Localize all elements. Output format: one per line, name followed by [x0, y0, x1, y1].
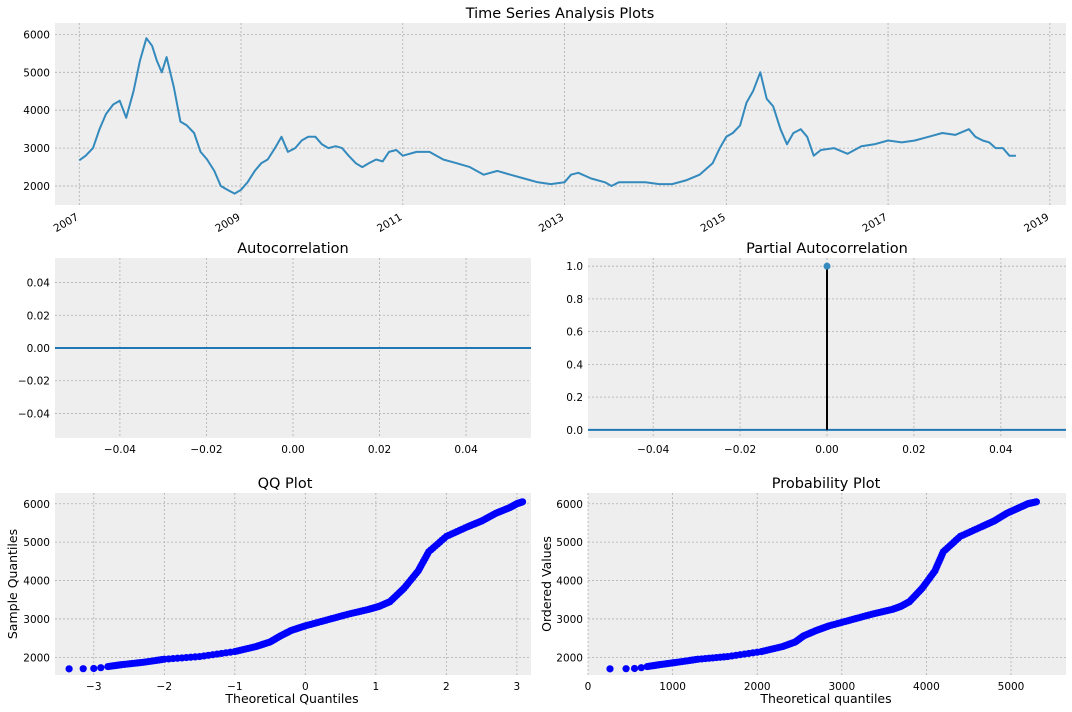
x-tick-label: 1000	[659, 681, 686, 693]
y-tick-label: −0.02	[18, 376, 50, 388]
data-point	[637, 664, 645, 672]
time-series-plot-area	[55, 23, 1066, 205]
y-tick-label: 4000	[23, 576, 50, 588]
y-tick-label: 0.02	[27, 310, 50, 322]
time-series-panel: 2007 2009 2011 2013 2015 2017 2019 2000 3000 4000…	[23, 6, 1066, 235]
y-tick-label: 5000	[556, 537, 583, 549]
data-point	[622, 665, 630, 673]
y-tick-label: 4000	[23, 105, 50, 117]
x-tick-label: 0.04	[454, 444, 478, 456]
y-tick-label: 3000	[556, 614, 583, 626]
data-point	[90, 664, 98, 673]
x-tick-label: 0.02	[902, 444, 925, 456]
x-tick-label: 2	[443, 681, 450, 693]
y-tick-label: 2000	[23, 652, 50, 664]
probability-x-axis-label: Theoretical quantiles	[759, 691, 891, 706]
x-tick-label: 1	[373, 681, 380, 693]
qq-gridlines	[55, 493, 531, 675]
x-tick-label: 0	[302, 681, 309, 693]
y-tick-label: 5000	[23, 67, 50, 79]
y-tick-label: 0.2	[566, 392, 583, 404]
y-tick-label: 0.00	[27, 343, 50, 355]
y-tick-label: 0.4	[566, 359, 583, 371]
time-series-line	[78, 37, 1016, 195]
y-tick-label: 5000	[23, 537, 50, 549]
data-point	[97, 664, 105, 672]
x-tick-label: 2007	[52, 211, 81, 235]
qq-tick-labels: −3 −2 −1 0 1 2 3 2000 3000 4000 5000 6000	[23, 499, 520, 693]
y-tick-label: 2000	[23, 181, 50, 193]
y-tick-label: −0.04	[18, 408, 50, 420]
autocorrelation-title: Autocorrelation	[237, 241, 348, 257]
data-point	[1032, 498, 1040, 506]
y-tick-label: 6000	[23, 499, 50, 511]
x-tick-label: 5000	[998, 681, 1025, 693]
x-tick-label: 2013	[537, 211, 566, 235]
x-tick-label: 2011	[375, 211, 404, 235]
x-tick-label: 2019	[1022, 211, 1051, 235]
x-tick-label: −1	[227, 681, 242, 693]
data-point	[606, 665, 614, 673]
probability-points	[606, 498, 1040, 673]
qq-plot-panel: −3 −2 −1 0 1 2 3 2000 3000 4000 5000 6000 QQ Plot T…	[5, 476, 531, 706]
x-tick-label: 2015	[699, 211, 728, 235]
x-tick-label: 2009	[213, 211, 242, 235]
qq-points	[65, 498, 527, 673]
data-point	[65, 665, 73, 673]
x-tick-label: −3	[86, 681, 101, 693]
x-tick-label: −2	[157, 681, 172, 693]
x-tick-label: 0.00	[281, 444, 304, 456]
x-tick-label: 0.04	[989, 444, 1013, 456]
probability-y-axis-label: Ordered Values	[539, 536, 554, 632]
qq-y-axis-label: Sample Quantiles	[5, 529, 20, 639]
y-tick-label: 0.6	[566, 327, 583, 339]
time-series-gridlines	[55, 23, 1066, 205]
data-point	[518, 498, 527, 506]
x-tick-label: −0.02	[724, 444, 756, 456]
y-tick-label: 2000	[556, 652, 583, 664]
x-tick-label: 0.00	[815, 444, 838, 456]
x-tick-label: 2017	[860, 211, 889, 235]
probability-plot-title: Probability Plot	[772, 476, 881, 492]
y-tick-label: 6000	[556, 499, 583, 511]
x-tick-label: 3	[514, 681, 521, 693]
autocorrelation-panel: −0.04 −0.02 0.00 0.02 0.04 −0.04 −0.02 0.00 0.02…	[18, 241, 531, 456]
qq-plot-title: QQ Plot	[258, 476, 313, 492]
y-tick-label: 0.04	[27, 278, 51, 290]
time-series-title: Time Series Analysis Plots	[465, 6, 655, 22]
x-tick-label: −0.04	[104, 444, 136, 456]
partial-autocorrelation-tick-labels: −0.04 −0.02 0.00 0.02 0.04 0.0 0.2 0.4 0.6 0.8 1.0	[566, 261, 1013, 456]
y-tick-label: 0.8	[566, 294, 583, 306]
x-tick-label: 4000	[913, 681, 940, 693]
x-tick-label: 3000	[828, 681, 855, 693]
y-tick-label: 3000	[23, 614, 50, 626]
y-tick-label: 1.0	[566, 261, 583, 273]
x-tick-label: −0.04	[637, 444, 669, 456]
y-tick-label: 6000	[23, 29, 50, 41]
probability-tick-labels: 0 1000 2000 3000 4000 5000 2000 3000 4000 5000 600…	[556, 499, 1024, 693]
autocorrelation-tick-labels: −0.04 −0.02 0.00 0.02 0.04 −0.04 −0.02 0.00 0.02…	[18, 278, 478, 456]
qq-x-axis-label: Theoretical Quantiles	[224, 691, 358, 706]
probability-plot-panel: 0 1000 2000 3000 4000 5000 2000 3000 4000 5000 600…	[539, 476, 1066, 706]
x-tick-label: 2000	[744, 681, 771, 693]
y-tick-label: 0.0	[566, 425, 583, 437]
partial-autocorrelation-panel: −0.04 −0.02 0.00 0.02 0.04 0.0 0.2 0.4 0.6 0.8 1.0…	[566, 241, 1066, 456]
x-tick-label: 0	[585, 681, 592, 693]
data-point	[630, 664, 639, 673]
x-tick-label: 0.02	[368, 444, 391, 456]
data-point	[79, 665, 87, 673]
partial-autocorrelation-marker	[823, 262, 831, 270]
y-tick-label: 4000	[556, 576, 583, 588]
y-tick-label: 3000	[23, 143, 50, 155]
qq-plot-area	[55, 493, 531, 675]
x-tick-label: −0.02	[190, 444, 222, 456]
partial-autocorrelation-title: Partial Autocorrelation	[746, 241, 908, 257]
